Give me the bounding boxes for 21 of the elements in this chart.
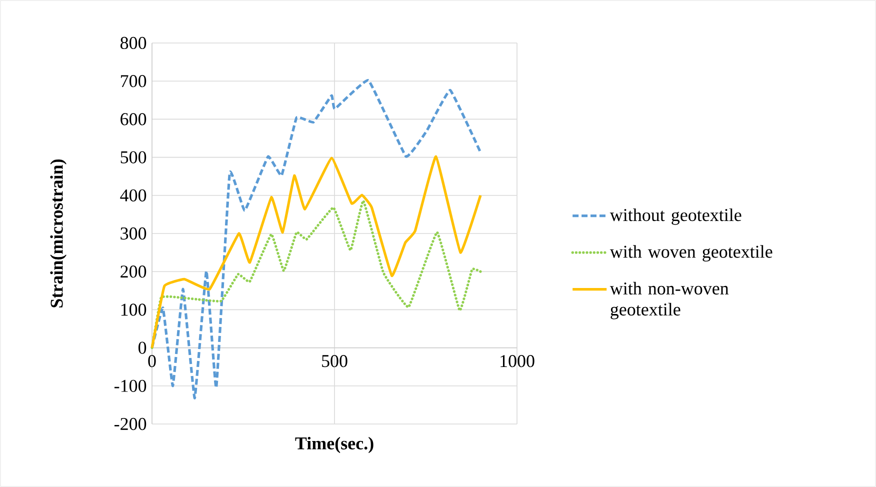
x-tick-label: 500 xyxy=(322,355,348,368)
legend-label: without geotextile xyxy=(610,208,742,225)
y-axis-title: Strain(microstrain) xyxy=(50,159,66,308)
y-tick-label: 500 xyxy=(120,151,146,164)
x-axis-title: Time(sec.) xyxy=(295,436,374,454)
line-series xyxy=(150,199,482,350)
y-tick-label: 800 xyxy=(120,36,146,50)
y-tick-label: 600 xyxy=(120,113,146,126)
y-tick-label: 700 xyxy=(120,75,146,88)
legend-label: with non-woven geotextile xyxy=(610,282,729,320)
y-tick-label: 0 xyxy=(138,342,146,354)
y-tick-label: -100 xyxy=(114,380,146,392)
x-tick-label: 1000 xyxy=(500,355,534,368)
y-tick-label: -200 xyxy=(114,418,146,430)
line-series xyxy=(150,155,482,350)
y-tick-label: 200 xyxy=(120,266,146,278)
y-tick-label: 400 xyxy=(120,189,146,202)
legend-label: with woven geotextile xyxy=(610,245,772,262)
y-tick-label: 100 xyxy=(121,304,146,316)
y-tick-label: 300 xyxy=(120,227,146,240)
x-tick-label: 0 xyxy=(148,355,156,368)
